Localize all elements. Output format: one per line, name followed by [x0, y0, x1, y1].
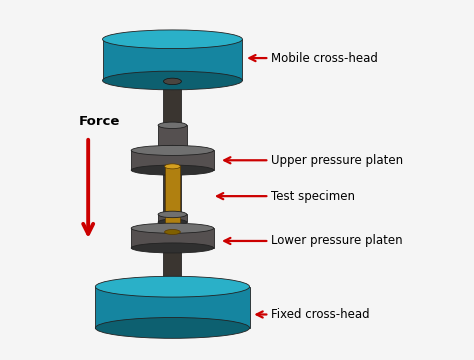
- Ellipse shape: [131, 165, 214, 175]
- Text: Fixed cross-head: Fixed cross-head: [271, 308, 370, 321]
- Ellipse shape: [158, 219, 187, 226]
- Bar: [158, 215, 187, 222]
- Ellipse shape: [158, 145, 187, 152]
- Bar: [131, 228, 214, 248]
- Ellipse shape: [131, 145, 214, 156]
- Text: Test specimen: Test specimen: [271, 190, 355, 203]
- Ellipse shape: [102, 71, 242, 90]
- Bar: [164, 166, 180, 232]
- Text: Force: Force: [79, 115, 120, 128]
- Bar: [102, 39, 242, 81]
- Bar: [95, 287, 249, 328]
- Bar: [158, 125, 187, 149]
- Text: Mobile cross-head: Mobile cross-head: [271, 51, 378, 64]
- Bar: [131, 150, 214, 170]
- Ellipse shape: [131, 223, 214, 233]
- Ellipse shape: [158, 122, 187, 129]
- Ellipse shape: [95, 318, 249, 338]
- Ellipse shape: [164, 78, 182, 85]
- Ellipse shape: [102, 30, 242, 49]
- Ellipse shape: [158, 211, 187, 218]
- Ellipse shape: [95, 276, 249, 297]
- Ellipse shape: [164, 164, 180, 169]
- Ellipse shape: [131, 243, 214, 253]
- Ellipse shape: [164, 229, 180, 234]
- Text: Lower pressure platen: Lower pressure platen: [271, 234, 403, 247]
- Text: Upper pressure platen: Upper pressure platen: [271, 154, 403, 167]
- Bar: [164, 81, 182, 293]
